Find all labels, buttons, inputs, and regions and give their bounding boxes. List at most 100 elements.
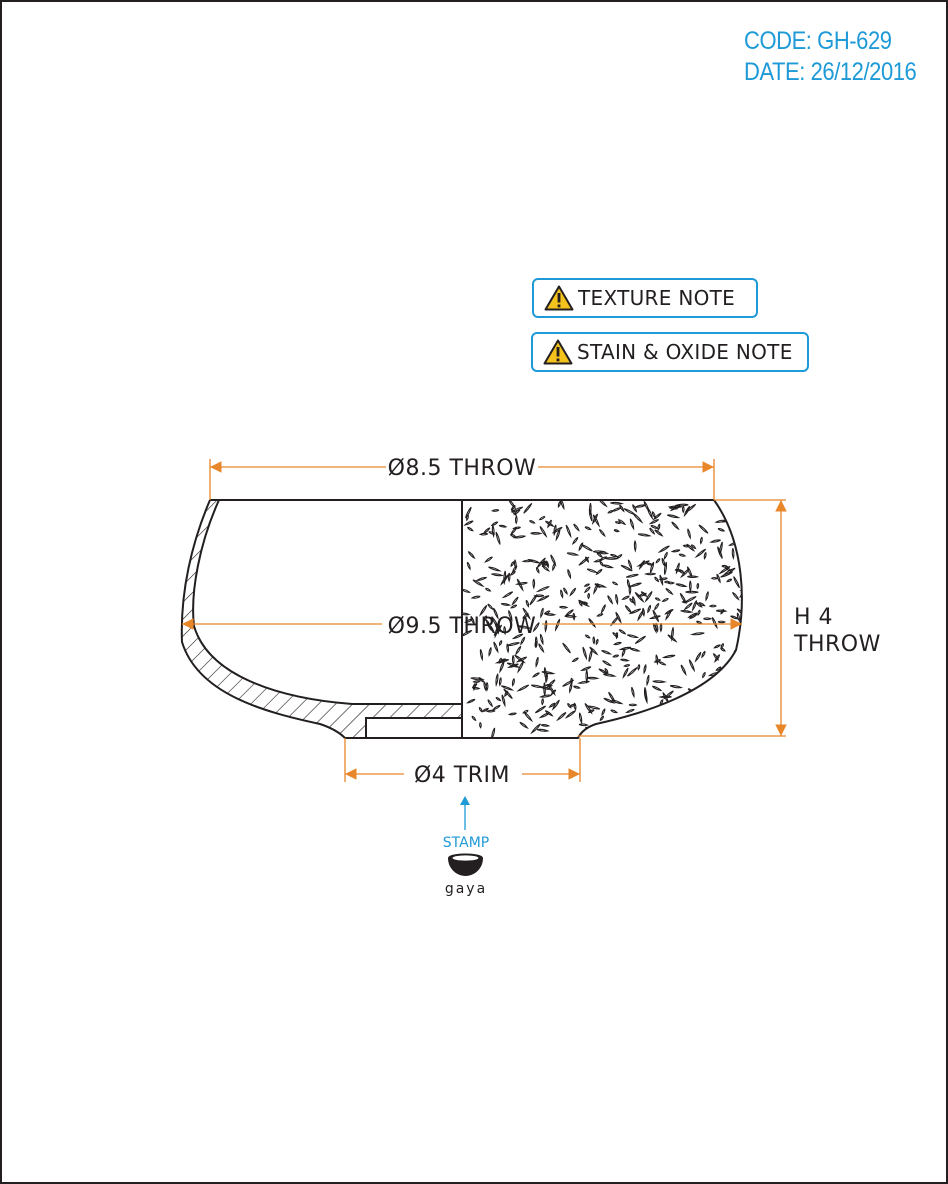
texture-speckle	[669, 685, 684, 689]
texture-speckle	[495, 696, 502, 702]
texture-speckle	[664, 608, 674, 615]
texture-speckle	[588, 618, 597, 629]
texture-speckle	[651, 511, 656, 519]
texture-speckle	[540, 607, 544, 619]
texture-speckle	[661, 654, 676, 659]
texture-speckle	[632, 512, 644, 524]
texture-speckle	[470, 595, 481, 599]
texture-speckle	[631, 686, 635, 699]
stamp-callout: STAMP gaya	[443, 796, 489, 897]
texture-speckle	[472, 683, 476, 692]
texture-speckle	[593, 559, 603, 563]
texture-speckle	[650, 525, 659, 529]
height-label-line2: THROW	[793, 632, 881, 657]
texture-speckle	[522, 612, 529, 619]
texture-speckle	[538, 712, 550, 719]
texture-speckle	[734, 670, 742, 681]
texture-speckle	[532, 578, 536, 590]
texture-speckle	[520, 636, 526, 646]
texture-speckle	[714, 654, 721, 663]
texture-speckle	[467, 551, 476, 560]
texture-speckle	[546, 679, 556, 689]
texture-speckle	[538, 643, 545, 654]
texture-speckle	[651, 685, 663, 692]
texture-speckle	[499, 658, 507, 662]
texture-speckle	[536, 728, 550, 732]
texture-speckle	[585, 556, 589, 563]
texture-speckle	[628, 724, 638, 735]
texture-speckle	[580, 666, 592, 672]
texture-speckle	[573, 685, 581, 689]
texture-speckle	[619, 504, 625, 513]
texture-speckle	[669, 506, 679, 510]
texture-speckle	[541, 560, 546, 568]
texture-speckle	[501, 694, 506, 708]
texture-speckle	[535, 656, 539, 668]
texture-speckle	[694, 548, 707, 559]
texture-speckle	[510, 604, 518, 609]
texture-speckle	[592, 636, 596, 645]
texture-speckle	[629, 597, 634, 604]
texture-speckle	[739, 505, 742, 515]
texture-speckle	[716, 609, 728, 613]
texture-speckle	[555, 528, 561, 542]
texture-speckle	[687, 575, 700, 579]
texture-speckle	[578, 723, 589, 727]
texture-speckle	[729, 671, 737, 678]
texture-speckle	[462, 588, 471, 593]
bowl-exterior-outline	[461, 499, 743, 739]
texture-speckle	[671, 521, 680, 531]
texture-note-button[interactable]: TEXTURE NOTE	[532, 278, 758, 318]
texture-speckle	[726, 722, 732, 730]
texture-speckle	[614, 521, 622, 524]
texture-speckle	[593, 550, 607, 554]
texture-speckle	[514, 581, 528, 585]
texture-speckle	[623, 664, 631, 667]
texture-speckle	[694, 651, 702, 663]
texture-speckle	[738, 718, 742, 733]
texture-speckle	[511, 596, 519, 606]
texture-speckle	[512, 526, 521, 530]
texture-speckle	[548, 702, 556, 708]
texture-speckle	[594, 583, 608, 588]
texture-speckle	[670, 549, 681, 553]
texture-speckle	[715, 666, 722, 672]
texture-speckle	[550, 554, 557, 567]
texture-speckle	[499, 661, 505, 674]
texture-speckle	[550, 689, 557, 696]
texture-speckle	[718, 565, 731, 575]
texture-speckle	[472, 687, 481, 690]
texture-speckle	[485, 682, 489, 692]
texture-speckle	[472, 579, 485, 588]
texture-speckle	[543, 667, 547, 682]
texture-speckle	[629, 647, 641, 652]
texture-speckle	[720, 647, 726, 652]
texture-speckle	[466, 561, 471, 571]
texture-speckle	[591, 513, 599, 525]
texture-speckle	[711, 576, 719, 580]
texture-speckle	[599, 715, 605, 722]
texture-speckle	[587, 705, 601, 710]
texture-speckle	[679, 592, 687, 605]
texture-speckle	[491, 616, 499, 628]
texture-speckle	[485, 619, 491, 628]
texture-speckle	[735, 513, 740, 528]
stain-oxide-note-button[interactable]: STAIN & OXIDE NOTE	[531, 332, 809, 372]
texture-speckle	[690, 544, 697, 550]
texture-speckle	[488, 647, 492, 657]
texture-speckle	[598, 551, 610, 555]
texture-speckle	[671, 702, 683, 706]
texture-speckle	[602, 660, 613, 667]
texture-speckle	[588, 502, 592, 516]
texture-speckle	[612, 641, 622, 646]
texture-speckle	[707, 714, 717, 725]
texture-speckle	[655, 654, 659, 666]
texture-speckle	[726, 682, 735, 696]
texture-speckle	[492, 607, 499, 620]
texture-speckle	[531, 672, 540, 678]
texture-speckle	[739, 652, 742, 658]
texture-speckle	[481, 707, 490, 712]
texture-speckle	[634, 635, 647, 645]
texture-speckle	[529, 594, 538, 606]
